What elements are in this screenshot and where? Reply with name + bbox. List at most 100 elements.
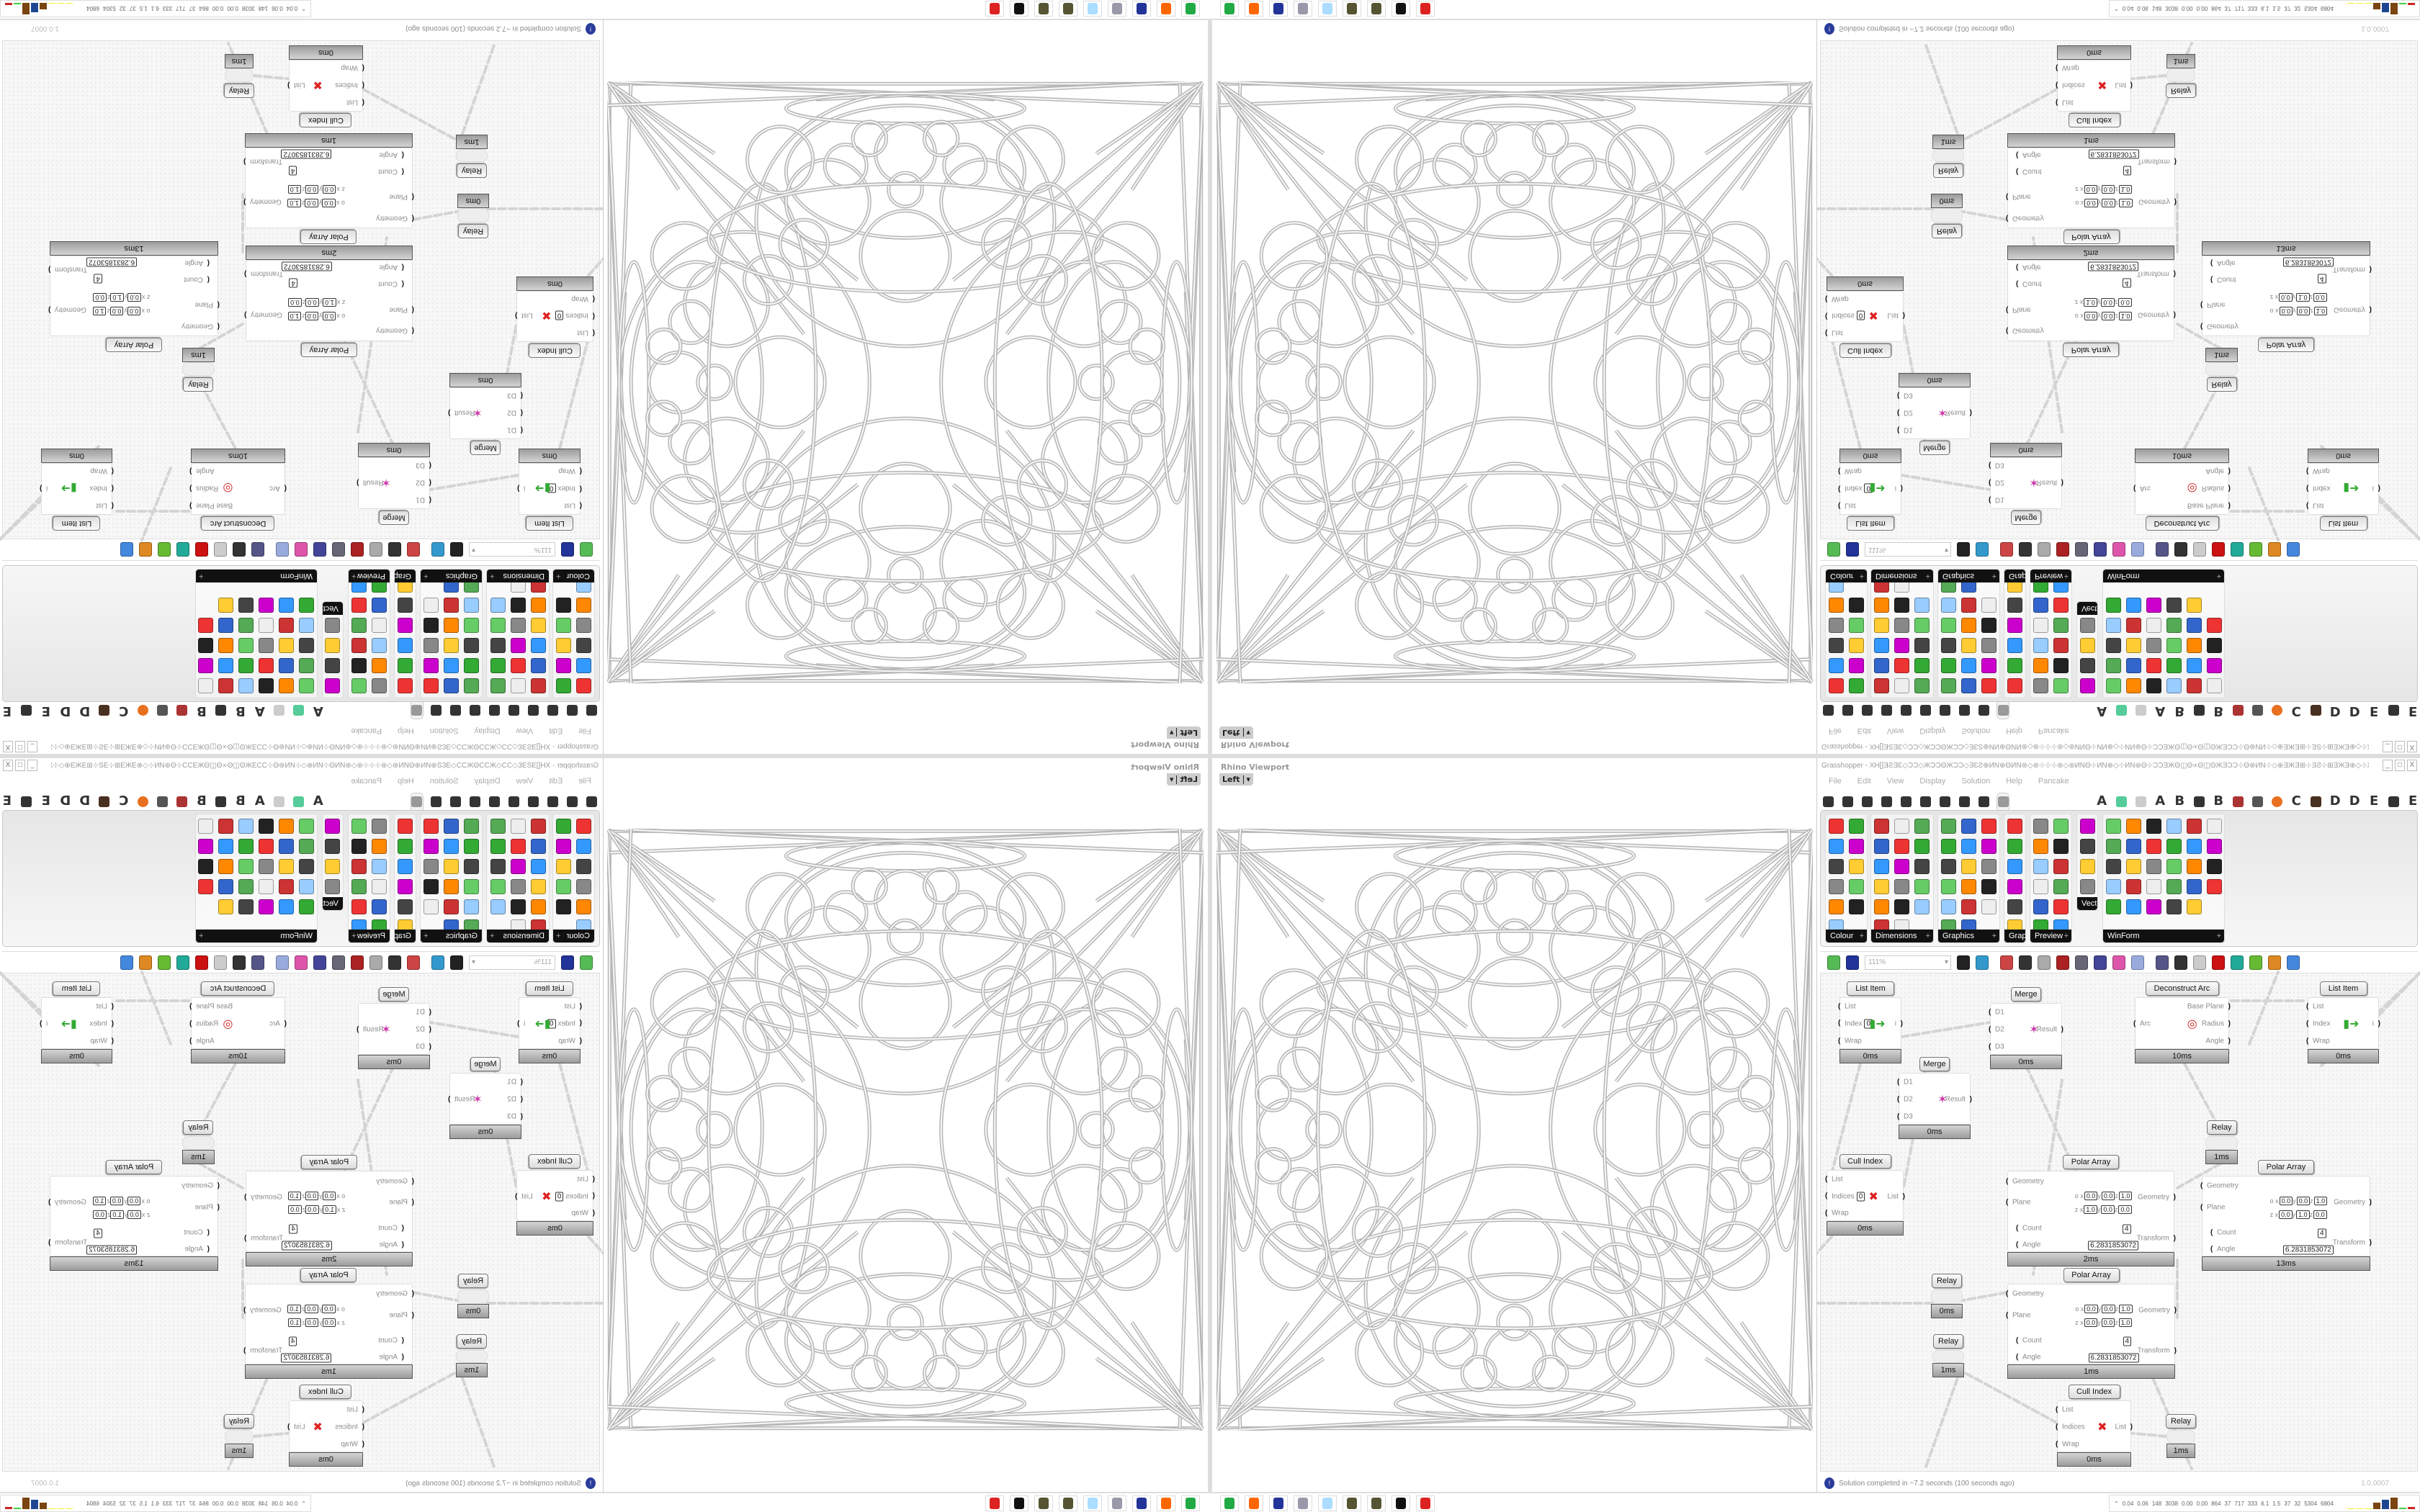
component-icon[interactable] (2126, 678, 2141, 693)
component-icon[interactable] (351, 638, 367, 653)
preview-eye-icon[interactable] (431, 955, 444, 970)
tab-sets-fork[interactable] (547, 793, 560, 809)
tab-puzzle[interactable] (273, 793, 286, 809)
component-icon[interactable] (2106, 839, 2121, 854)
component-icon[interactable] (2033, 678, 2048, 693)
hat-icon[interactable] (2174, 542, 2187, 557)
tab-e[interactable]: E (40, 793, 53, 809)
component-icon[interactable] (299, 598, 314, 613)
component-icon[interactable] (218, 658, 233, 673)
component-icon[interactable] (198, 879, 213, 894)
tab-b[interactable]: B (195, 703, 208, 719)
component-icon[interactable] (2166, 638, 2182, 653)
input-list[interactable]: List (2062, 99, 2074, 107)
taskbar-app-floppy-64-icon[interactable] (1269, 1, 1288, 17)
input-arc[interactable]: Arc (2133, 1020, 2151, 1028)
input-wrap[interactable]: Wrap (1832, 294, 1849, 302)
output-radius[interactable]: Radius (196, 485, 218, 492)
output-base-plane[interactable]: Base Plane (196, 502, 233, 510)
input-index[interactable]: Index (2306, 1020, 2331, 1028)
component-icon[interactable] (299, 879, 314, 894)
component-icon[interactable] (2007, 839, 2022, 854)
component-icon[interactable] (2033, 658, 2048, 673)
tab-surface[interactable] (488, 703, 501, 719)
component-icon[interactable] (2126, 618, 2141, 633)
teal-icon[interactable] (176, 542, 189, 557)
component-icon[interactable] (279, 638, 294, 653)
polar-array-node[interactable]: GeometryPlaneCount4Angle6.2831853072Geom… (246, 1171, 413, 1252)
component-icon[interactable] (2033, 819, 2048, 834)
param-value[interactable]: 6.2831853072 (281, 1241, 332, 1251)
tab-rooster[interactable] (2309, 793, 2322, 809)
menu-display[interactable]: Display (1919, 726, 1946, 735)
expand-icon[interactable]: + (1859, 932, 1864, 940)
input-d3[interactable]: D3 (1995, 462, 2004, 469)
component-icon[interactable] (1981, 879, 1996, 894)
list-item-node[interactable]: ListIndexWrapi▮➜ (2308, 463, 2379, 515)
tab-dotted-frame[interactable] (20, 793, 33, 809)
tab-surface[interactable] (1919, 703, 1932, 719)
tab-e[interactable]: E (1, 703, 14, 719)
tab-curve-loop[interactable] (1899, 793, 1912, 809)
menu-display[interactable]: Display (1919, 777, 1946, 786)
input-geometry[interactable]: Geometry (2012, 214, 2044, 222)
relay-node[interactable] (2205, 1136, 2238, 1150)
relay-node-title[interactable]: Relay (224, 1414, 254, 1428)
list-item-node[interactable]: ListIndex0Wrapi▮➜ (519, 997, 581, 1049)
taskbar-app-red-app-icon[interactable] (1416, 1, 1435, 17)
tab-grid[interactable] (156, 793, 169, 809)
taskbar-app-floppy-64-icon[interactable] (1132, 1495, 1151, 1511)
expand-icon[interactable]: + (1991, 932, 1996, 940)
relay-node-title[interactable]: Relay (2206, 1120, 2237, 1135)
menu-pancake[interactable]: Pancake (2038, 726, 2069, 735)
input-wrap[interactable]: Wrap (2056, 1441, 2079, 1449)
component-icon[interactable] (372, 658, 387, 673)
relay-node-title[interactable]: Relay (458, 224, 488, 238)
relay-node[interactable] (457, 1290, 489, 1304)
component-icon[interactable] (325, 839, 340, 854)
plane-value[interactable]: 0.0 (2102, 1304, 2115, 1313)
input-wrap[interactable]: Wrap (571, 294, 588, 302)
taskbar-app-monitor-app-icon[interactable] (1220, 1495, 1239, 1511)
taskbar-app-scroll-notepad-icon[interactable] (1108, 1495, 1126, 1511)
tab-orange-circle[interactable] (137, 703, 150, 719)
cross-icon[interactable] (251, 955, 264, 970)
component-icon[interactable] (218, 678, 233, 693)
component-icon[interactable] (2126, 899, 2141, 914)
component-icon[interactable] (490, 658, 506, 673)
plane-value[interactable]: 0.0 (2101, 1205, 2115, 1215)
component-icon[interactable] (2187, 879, 2202, 894)
output-i[interactable]: i (2372, 485, 2374, 492)
plane-value[interactable]: 0.0 (322, 312, 336, 321)
component-icon[interactable] (490, 819, 506, 834)
output-angle[interactable]: Angle (2205, 1038, 2230, 1045)
taskbar-app-notepad-icon[interactable] (1318, 1, 1337, 17)
component-icon[interactable] (198, 678, 213, 693)
component-icon[interactable] (576, 839, 591, 854)
input-wrap[interactable]: Wrap (2313, 467, 2330, 475)
input-plane[interactable]: Plane (2006, 1198, 2030, 1206)
component-icon[interactable] (299, 638, 314, 653)
polar-array-node-title[interactable]: Polar Array (2063, 343, 2119, 357)
component-icon[interactable] (2166, 678, 2182, 693)
output-transform[interactable]: Transform (2333, 1238, 2372, 1246)
component-icon[interactable] (576, 819, 591, 834)
gha-icon[interactable] (351, 955, 364, 970)
input-d1[interactable]: D1 (507, 426, 516, 434)
menu-help[interactable]: Help (2006, 777, 2022, 786)
relay-node-title[interactable]: Relay (1933, 163, 1963, 178)
tab-shield[interactable] (176, 793, 189, 809)
component-icon[interactable] (576, 598, 591, 613)
component-icon[interactable] (299, 678, 314, 693)
component-icon[interactable] (1981, 598, 1996, 613)
list-item-node[interactable]: ListIndexWrapi▮➜ (2306, 997, 2381, 1049)
component-icon[interactable] (2053, 618, 2069, 633)
tab-puzzle[interactable] (2134, 793, 2147, 809)
component-icon[interactable] (259, 678, 274, 693)
component-icon[interactable] (2053, 819, 2069, 834)
input-d1[interactable]: D1 (416, 496, 425, 504)
input-index[interactable]: Index (90, 1020, 107, 1028)
